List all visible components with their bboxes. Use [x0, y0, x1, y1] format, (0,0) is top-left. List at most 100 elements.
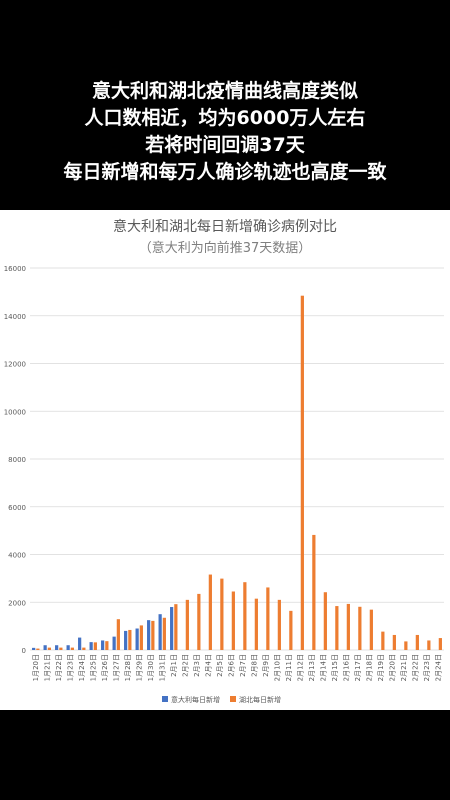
bar — [124, 630, 128, 650]
x-tick-label: 1月23日 — [66, 654, 74, 681]
bar — [66, 645, 70, 650]
x-tick-label: 2月2日 — [181, 654, 189, 677]
x-tick-label: 2月22日 — [411, 654, 419, 681]
bar — [335, 606, 339, 650]
bar — [174, 604, 178, 650]
bar — [32, 647, 36, 650]
bar — [438, 638, 442, 650]
x-tick-label: 2月24日 — [434, 654, 442, 681]
bar — [43, 645, 47, 650]
x-tick-label: 2月14日 — [319, 654, 327, 681]
bar — [101, 640, 105, 650]
video-caption: 意大利和湖北疫情曲线高度类似 人口数相近，均为6000万人左右 若将时间回调37… — [0, 78, 450, 186]
bar — [220, 578, 224, 650]
chart-title: 意大利和湖北每日新增确诊病例对比 — [113, 219, 337, 235]
bar — [93, 642, 97, 650]
bar — [312, 534, 316, 650]
bar — [59, 647, 63, 650]
bar — [231, 591, 235, 650]
caption-line-2: 人口数相近，均为6000万人左右 — [84, 107, 366, 129]
bar — [243, 582, 247, 650]
bar — [105, 641, 109, 650]
legend-swatch — [162, 696, 168, 702]
legend-label: 意大利每日新增 — [171, 695, 220, 704]
x-tick-label: 2月16日 — [342, 654, 350, 681]
bar — [266, 587, 270, 650]
bar — [185, 599, 189, 650]
bar — [323, 592, 327, 650]
bar-chart: 0 2000 4000 6000 8000 10000 12000 14000 16000 1月2… — [4, 265, 444, 704]
legend-label: 湖北每日新增 — [239, 695, 281, 704]
y-tick-label: 10000 — [4, 408, 26, 416]
y-tick-label: 16000 — [4, 265, 26, 273]
legend-swatch — [230, 696, 236, 702]
bar — [289, 610, 293, 650]
x-tick-label: 1月29日 — [135, 654, 143, 681]
x-tick-label: 2月3日 — [193, 654, 201, 677]
bar — [369, 609, 373, 650]
x-tick-label: 2月6日 — [227, 654, 235, 677]
bar — [404, 641, 408, 650]
y-tick-label: 2000 — [8, 599, 26, 607]
x-tick-label: 2月15日 — [331, 654, 339, 681]
x-tick-label: 2月7日 — [239, 654, 247, 677]
bar — [158, 614, 162, 650]
bar — [116, 619, 120, 650]
bar — [277, 599, 281, 650]
bar — [70, 647, 74, 650]
x-tick-label: 1月26日 — [101, 654, 109, 681]
bar — [300, 295, 304, 650]
y-tick-label: 14000 — [4, 313, 26, 321]
x-tick-label: 2月20日 — [388, 654, 396, 681]
bar — [47, 647, 51, 650]
bar — [381, 631, 385, 650]
caption-line-1: 意大利和湖北疫情曲线高度类似 — [91, 80, 358, 102]
bar — [36, 648, 40, 650]
bar — [162, 617, 166, 650]
bar — [147, 620, 151, 650]
x-tick-label: 2月17日 — [354, 654, 362, 681]
bar — [197, 593, 201, 650]
bar — [392, 634, 396, 650]
bar — [112, 636, 116, 650]
top-black-band — [0, 0, 450, 210]
x-tick-label: 2月13日 — [308, 654, 316, 681]
x-tick-label: 1月30日 — [147, 654, 155, 681]
y-tick-label: 6000 — [8, 504, 26, 512]
bar — [128, 629, 132, 650]
bar — [82, 647, 86, 650]
x-tick-label: 2月4日 — [204, 654, 212, 677]
bar — [358, 606, 362, 650]
bar — [208, 574, 212, 650]
x-tick-label: 1月20日 — [32, 654, 40, 681]
bar — [346, 603, 350, 650]
x-tick-label: 2月5日 — [216, 654, 224, 677]
bar — [89, 642, 93, 650]
x-tick-label: 2月21日 — [400, 654, 408, 681]
caption-line-3: 若将时间回调37天 — [145, 134, 305, 156]
y-tick-label: 12000 — [4, 361, 26, 369]
x-tick-label: 1月28日 — [124, 654, 132, 681]
chart-panel: 0 2000 4000 6000 8000 10000 12000 14000 16000 1月2… — [0, 210, 450, 710]
caption-line-4: 每日新增和每万人确诊轨迹也高度一致 — [63, 161, 387, 183]
x-tick-label: 1月27日 — [112, 654, 120, 681]
bar — [139, 625, 143, 650]
x-tick-label: 2月12日 — [296, 654, 304, 681]
x-tick-label: 1月21日 — [43, 654, 51, 681]
bar — [170, 607, 174, 650]
x-tick-label: 2月9日 — [262, 654, 270, 677]
bar — [254, 598, 258, 650]
x-tick-label: 2月18日 — [365, 654, 373, 681]
bar — [151, 620, 155, 650]
x-tick-label: 1月31日 — [158, 654, 166, 681]
y-tick-label: 0 — [22, 647, 26, 655]
bar — [78, 637, 82, 650]
bar — [135, 628, 139, 650]
bar — [427, 640, 431, 650]
x-tick-label: 1月25日 — [89, 654, 97, 681]
x-tick-label: 2月19日 — [377, 654, 385, 681]
x-tick-label: 1月24日 — [78, 654, 86, 681]
x-tick-label: 2月23日 — [423, 654, 431, 681]
bar — [55, 645, 59, 650]
x-tick-label: 2月10日 — [273, 654, 281, 681]
